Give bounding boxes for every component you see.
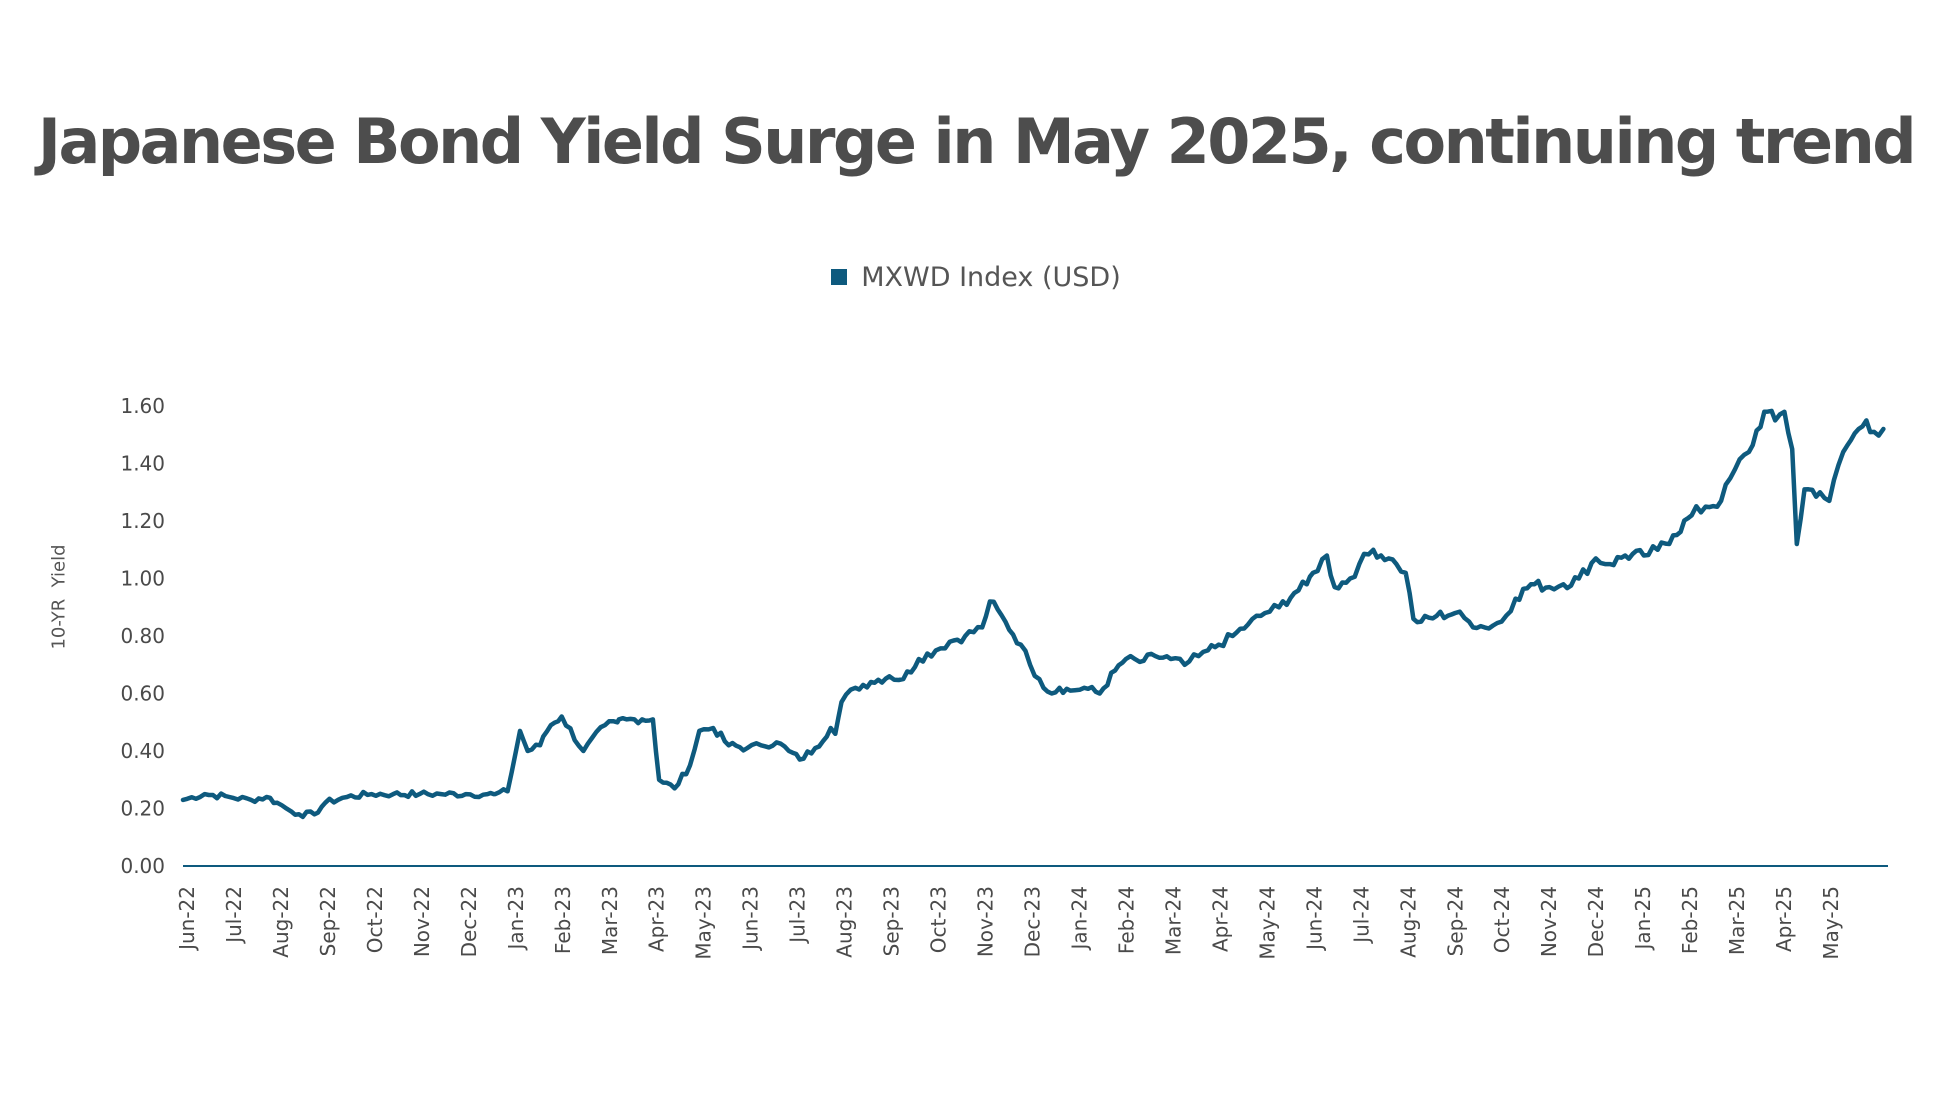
- x-tick-label: Jul-23: [786, 886, 810, 945]
- legend: MXWD Index (USD): [0, 262, 1952, 293]
- x-tick-label: Nov-22: [410, 886, 434, 957]
- x-tick-label: Jul-22: [222, 886, 246, 945]
- x-tick-label: May-23: [692, 886, 716, 960]
- x-tick-label: Jun-24: [1302, 886, 1326, 952]
- x-tick-label: Oct-24: [1490, 886, 1514, 953]
- y-tick-label: 0.20: [120, 797, 165, 821]
- x-tick-label: Dec-22: [457, 886, 481, 957]
- x-tick-label: May-24: [1255, 886, 1279, 960]
- x-tick-label: Apr-25: [1772, 886, 1796, 952]
- series-line-mxwd: [180, 408, 1886, 820]
- x-tick-label: Feb-23: [551, 886, 575, 954]
- x-tick-label: Apr-23: [645, 886, 669, 952]
- x-tick-label: Jun-22: [175, 886, 199, 952]
- x-tick-label: Jan-23: [504, 886, 528, 952]
- x-tick-label: Nov-23: [974, 886, 998, 957]
- legend-swatch: [831, 269, 848, 285]
- x-tick-label: Apr-24: [1208, 886, 1232, 952]
- x-tick-label: Aug-24: [1396, 886, 1420, 958]
- x-tick-label: Oct-23: [927, 886, 951, 953]
- x-tick-label: Mar-23: [598, 886, 622, 955]
- legend-label: MXWD Index (USD): [861, 262, 1121, 293]
- y-tick-label: 1.20: [120, 509, 165, 533]
- x-tick-label: Feb-24: [1114, 886, 1138, 954]
- x-tick-label: Aug-22: [269, 886, 293, 958]
- x-tick-label: Jan-25: [1631, 886, 1655, 952]
- x-tick-label: Mar-25: [1725, 886, 1749, 955]
- x-tick-label: Dec-23: [1021, 886, 1045, 957]
- y-axis-ticks: 0.00 0.20 0.40 0.60 0.80 1.00 1.20 1.40 1.60: [120, 394, 165, 878]
- x-tick-label: Oct-22: [363, 886, 387, 953]
- x-tick-label: Nov-24: [1537, 886, 1561, 957]
- y-tick-label: 1.40: [120, 452, 165, 476]
- x-tick-label: Mar-24: [1161, 886, 1185, 955]
- x-tick-label: Sep-23: [880, 886, 904, 956]
- y-tick-label: 1.60: [120, 394, 165, 418]
- y-tick-label: 0.00: [120, 854, 165, 878]
- chart-title: Japanese Bond Yield Surge in May 2025, c…: [37, 105, 1917, 178]
- y-tick-label: 0.40: [120, 739, 165, 763]
- y-tick-label: 0.80: [120, 624, 165, 648]
- x-tick-label: Aug-23: [833, 886, 857, 958]
- x-tick-label: Sep-24: [1443, 886, 1467, 956]
- x-tick-label: Jun-23: [739, 886, 763, 952]
- y-tick-label: 0.60: [120, 682, 165, 706]
- x-tick-label: Jan-24: [1067, 886, 1091, 952]
- y-tick-label: 1.00: [120, 567, 165, 591]
- x-tick-label: Jul-24: [1349, 886, 1373, 945]
- x-tick-label: May-25: [1819, 886, 1843, 960]
- x-tick-label: Feb-25: [1678, 886, 1702, 954]
- x-tick-label: Sep-22: [316, 886, 340, 956]
- x-axis-ticks: Jun-22 Jul-22 Aug-22 Sep-22 Oct-22 Nov-22 Dec-…: [175, 886, 1843, 960]
- x-tick-label: Dec-24: [1584, 886, 1608, 957]
